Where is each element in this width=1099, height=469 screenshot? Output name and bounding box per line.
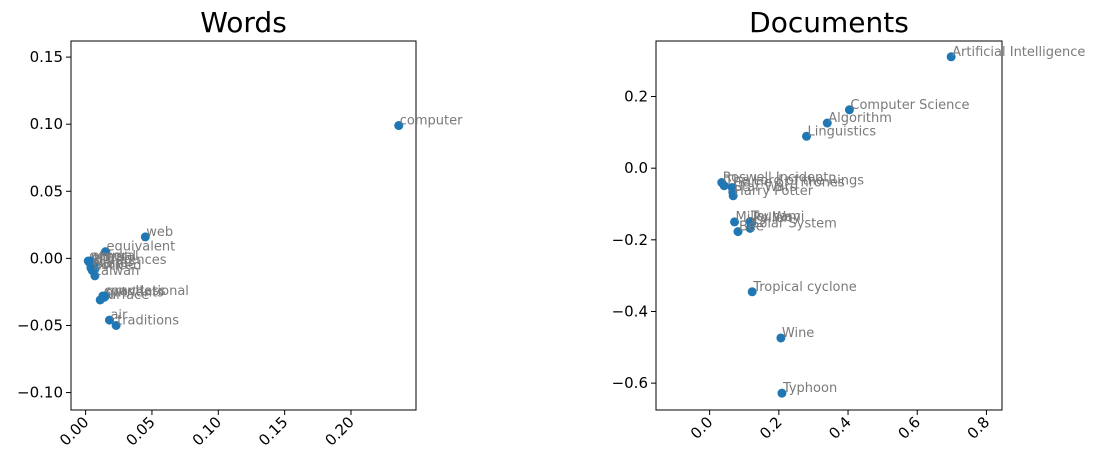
y-tick-label: 0.2 [624, 88, 648, 106]
point-label: Tsunami [750, 210, 804, 225]
scatter-point [719, 181, 729, 191]
x-tick-label: 0.4 [825, 413, 855, 443]
scatter-point [394, 121, 404, 131]
words-chart: Words −0.10 −0.05 0.00 0.05 0.10 0.15 0.00 0.05 0… [17, 6, 463, 449]
y-tick-label: −0.4 [612, 302, 648, 320]
y-tick-label: −0.6 [612, 374, 648, 392]
scatter-point [101, 247, 110, 257]
chart-title: Words [200, 6, 287, 39]
point-label: Tropical cyclone [752, 280, 857, 295]
scatter-point [822, 118, 832, 128]
point-label: Algorithm [828, 111, 892, 126]
point-label: nutrients [105, 285, 164, 300]
point-label: Star Wars [734, 180, 797, 195]
y-tick-label: −0.2 [612, 231, 648, 249]
x-tick-label: 0.10 [189, 413, 225, 449]
point-label: computer [400, 114, 463, 129]
point-label: Roswell Incident [723, 171, 829, 186]
x-tick-label: 0.8 [964, 413, 994, 443]
point-label: air [110, 308, 128, 323]
point-label: taiwan [96, 264, 140, 279]
x-tick-label: 0.00 [56, 413, 92, 449]
y-tick-label: 0.05 [30, 182, 63, 200]
scatter-point [730, 217, 740, 227]
x-tick-label: 0.05 [122, 413, 158, 449]
point-label: noticed [93, 258, 141, 273]
y-tick-label: −0.05 [17, 316, 63, 334]
point-label: animal [92, 249, 136, 264]
scatter-point [776, 333, 786, 343]
documents-chart: Documents −0.6 −0.4 −0.2 0.0 0.2 0.0 0.2 0.4 0.6 0… [612, 6, 1086, 443]
scatter-point [747, 287, 757, 297]
point-label: equivalent [107, 240, 176, 255]
point-label: plane [92, 256, 128, 271]
point-label: Bee [739, 220, 764, 235]
scatter-point [802, 131, 812, 141]
point-label: Pollen [753, 211, 792, 226]
scatter-point [733, 227, 743, 237]
point-label: Solar System [751, 216, 837, 231]
point-label: The Lord of the Rings [724, 174, 864, 189]
x-tick-label: 0.6 [894, 413, 924, 443]
point-label: general [89, 249, 138, 264]
scatter-point [946, 52, 956, 62]
point-label: Artificial Intelligence [952, 45, 1085, 60]
plot-frame [70, 40, 417, 411]
point-label: differences [95, 253, 167, 268]
chart-title: Documents [749, 6, 909, 39]
plot-frame [655, 40, 1003, 411]
point-label: countless [104, 284, 166, 299]
point-label: Wine [782, 326, 814, 341]
scatter-point [728, 191, 738, 201]
scatter-point [777, 388, 787, 398]
scatter-point [101, 291, 110, 301]
scatter-point [844, 105, 854, 115]
point-label: Linguistics [808, 124, 877, 139]
scatter-point [111, 320, 121, 330]
x-tick-label: 0.2 [756, 413, 786, 443]
point-label: traditions [117, 313, 179, 328]
x-tick-label: 0.20 [321, 413, 357, 449]
scatter-point [745, 223, 755, 233]
point-label: surface [101, 288, 149, 303]
y-tick-label: 0.15 [30, 48, 63, 66]
point-label: stable [96, 257, 136, 272]
y-tick-label: 0.10 [30, 115, 63, 133]
y-tick-label: 0.0 [624, 159, 648, 177]
scatter-point [140, 232, 150, 242]
point-label: plural [91, 250, 128, 265]
scatter-point [90, 271, 100, 281]
x-tick-label: 0.15 [255, 413, 291, 449]
y-tick-label: 0.00 [30, 249, 63, 267]
point-label: web [146, 225, 173, 240]
point-label: Game of Thrones [733, 176, 845, 191]
point-label: Computer Science [850, 98, 969, 113]
point-label: gravitational [107, 284, 189, 299]
point-label: Typhoon [782, 381, 837, 396]
point-label: Harry Potter [734, 184, 814, 199]
scatter-point [104, 315, 114, 325]
y-tick-label: −0.10 [17, 384, 63, 402]
x-tick-label: 0.0 [687, 413, 717, 443]
